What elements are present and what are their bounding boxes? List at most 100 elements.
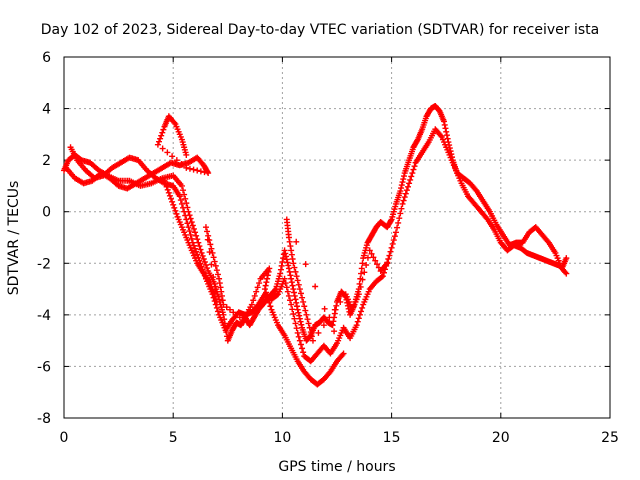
data-point: [279, 258, 286, 265]
data-point: [223, 304, 230, 311]
data-point: [544, 238, 551, 245]
data-point: [159, 129, 166, 136]
data-point: [298, 321, 305, 328]
data-point: [185, 224, 192, 231]
x-tick-label: 20: [492, 430, 510, 446]
data-point: [356, 280, 363, 287]
data-point: [283, 256, 290, 263]
data-point: [287, 243, 294, 250]
data-point: [283, 284, 290, 291]
data-point: [184, 220, 191, 227]
data-point: [263, 279, 270, 286]
data-point: [264, 292, 271, 299]
data-point: [285, 265, 292, 272]
data-point: [178, 182, 185, 189]
data-point: [388, 244, 395, 251]
data-point: [355, 315, 362, 322]
data-point: [329, 322, 336, 329]
data-point: [340, 350, 347, 357]
data-point: [159, 145, 166, 152]
data-point: [287, 297, 294, 304]
data-point: [282, 280, 289, 287]
data-point: [359, 304, 366, 311]
data-point: [216, 280, 223, 287]
data-point: [302, 261, 309, 268]
data-point: [208, 261, 215, 268]
data-point: [183, 164, 190, 171]
y-tick-label: -4: [37, 308, 51, 324]
data-point: [214, 271, 221, 278]
data-point: [391, 233, 398, 240]
data-point: [206, 249, 213, 256]
chart-title: Day 102 of 2023, Sidereal Day-to-day VTE…: [41, 22, 599, 38]
data-point: [284, 288, 291, 295]
data-point: [176, 193, 183, 200]
data-point: [278, 262, 285, 269]
data-point: [296, 315, 303, 322]
data-point: [217, 284, 224, 291]
data-point: [363, 262, 370, 269]
data-point: [404, 183, 411, 190]
data-point: [380, 269, 387, 276]
data-point: [386, 252, 393, 259]
data-point: [330, 318, 337, 325]
data-point: [281, 247, 288, 254]
data-point: [397, 188, 404, 195]
data-point: [385, 255, 392, 262]
data-point: [165, 189, 172, 196]
data-point: [304, 316, 311, 323]
data-point: [192, 245, 199, 252]
data-point: [411, 163, 418, 170]
data-point: [291, 264, 298, 271]
data-point: [355, 291, 362, 298]
data-point: [295, 281, 302, 288]
data-point: [197, 246, 204, 253]
data-point: [265, 268, 272, 275]
y-tick-label: -6: [37, 359, 51, 375]
data-point: [183, 216, 190, 223]
data-point: [202, 224, 209, 231]
data-point: [289, 255, 296, 262]
data-point: [183, 200, 190, 207]
data-point: [300, 298, 307, 305]
data-point: [209, 249, 216, 256]
x-tick-label: 10: [273, 430, 291, 446]
data-point: [221, 316, 228, 323]
data-point: [214, 308, 221, 315]
data-point: [398, 205, 405, 212]
data-point: [326, 369, 333, 376]
data-point: [194, 167, 201, 174]
data-point: [308, 333, 315, 340]
data-point: [194, 236, 201, 243]
data-point: [266, 299, 273, 306]
data-point: [398, 182, 405, 189]
data-point: [331, 306, 338, 313]
data-point: [251, 292, 258, 299]
data-point: [168, 195, 175, 202]
data-point: [198, 249, 205, 256]
data-point: [197, 168, 204, 175]
data-point: [483, 215, 490, 222]
data-point: [400, 197, 407, 204]
data-point: [206, 237, 213, 244]
data-point: [218, 288, 225, 295]
data-point: [407, 176, 414, 183]
data-point: [154, 141, 161, 148]
data-point: [213, 267, 220, 274]
data-point: [408, 173, 415, 180]
data-point: [182, 212, 189, 219]
data-point: [181, 191, 188, 198]
data-point: [226, 306, 233, 313]
data-point: [212, 262, 219, 269]
data-point: [212, 295, 219, 302]
data-point: [563, 270, 570, 277]
data-point: [286, 268, 293, 275]
data-point: [211, 258, 218, 265]
data-point: [199, 252, 206, 259]
data-point: [254, 284, 261, 291]
x-axis-label: GPS time / hours: [278, 459, 395, 475]
data-point: [169, 198, 176, 205]
data-point: [220, 301, 227, 308]
data-point: [353, 322, 360, 329]
data-point: [397, 210, 404, 217]
